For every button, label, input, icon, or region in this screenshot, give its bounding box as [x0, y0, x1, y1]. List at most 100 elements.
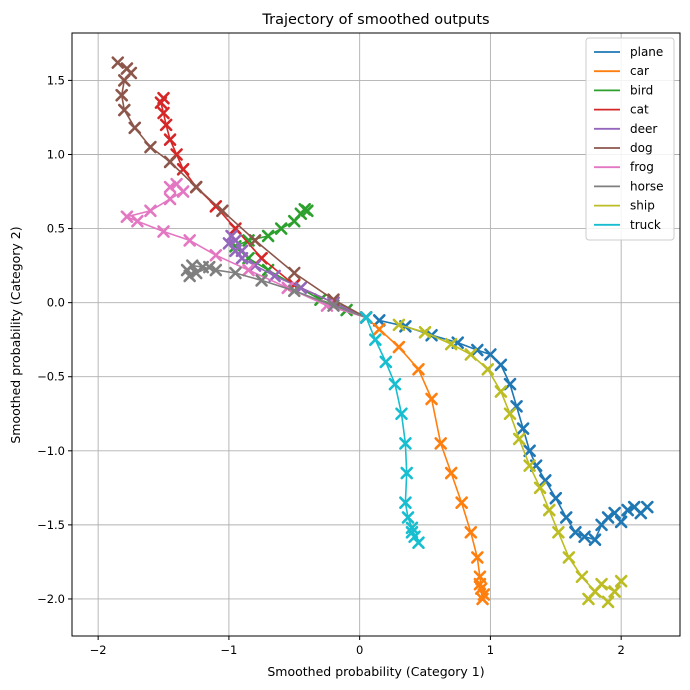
x-tick-label: −1 [220, 643, 237, 657]
data-point-bird [301, 204, 314, 218]
series-truck [359, 311, 425, 549]
data-point-cat [176, 163, 190, 176]
data-point-car [392, 340, 406, 354]
data-point-plane [523, 444, 536, 458]
legend-label-ship: ship [630, 199, 655, 213]
data-point-dog [163, 155, 177, 169]
data-point-ship [582, 592, 595, 606]
series-ship [392, 318, 628, 609]
legend-label-truck: truck [630, 218, 661, 232]
data-point-cat [163, 133, 177, 146]
legend-label-car: car [630, 64, 649, 78]
data-point-deer [229, 234, 242, 247]
data-point-cat [157, 91, 170, 105]
x-tick-label: 1 [487, 643, 494, 657]
data-point-dog [144, 140, 157, 154]
data-point-plane [372, 314, 386, 327]
legend-label-deer: deer [630, 122, 657, 136]
data-point-car [471, 551, 484, 564]
data-point-car [464, 525, 478, 539]
data-point-plane [608, 506, 621, 520]
x-axis-label: Smoothed probability (Category 1) [267, 664, 484, 679]
data-point-deer [248, 259, 262, 272]
legend: plane car bird cat deer dog frog horse ship truck [585, 37, 675, 241]
data-point-car [425, 392, 438, 406]
data-point-deer [235, 244, 249, 258]
data-point-frog [131, 214, 144, 228]
y-axis-label: Smoothed probability (Category 2) [8, 226, 23, 443]
legend-label-frog: frog [630, 160, 654, 174]
data-point-car [372, 323, 386, 336]
x-tick-label: 0 [356, 643, 363, 657]
grid [72, 33, 680, 636]
data-point-ship [614, 574, 628, 588]
data-point-truck [369, 333, 382, 346]
data-point-car [434, 437, 448, 450]
data-point-frog [163, 180, 177, 194]
data-point-car [455, 496, 468, 509]
data-point-horse [327, 299, 340, 312]
data-point-horse [202, 260, 216, 274]
data-point-frog [163, 192, 177, 206]
legend-label-plane: plane [630, 45, 663, 59]
data-point-truck [379, 355, 393, 369]
data-point-horse [183, 269, 196, 283]
series-layer [111, 56, 654, 609]
chart-title: Trajectory of smoothed outputs [261, 12, 489, 28]
y-tick-label: 0.0 [47, 296, 65, 310]
data-point-plane [484, 348, 497, 361]
data-point-ship [512, 432, 526, 446]
y-tick-label: 1.5 [47, 73, 65, 87]
data-point-plane [516, 422, 530, 435]
legend-label-dog: dog [630, 141, 653, 155]
data-point-dog [115, 88, 128, 102]
data-point-plane [578, 530, 591, 544]
data-point-truck [388, 377, 402, 391]
data-point-dog [111, 56, 125, 69]
data-point-ship [601, 595, 615, 609]
data-point-ship [392, 318, 406, 332]
data-point-plane [471, 343, 484, 357]
data-point-ship [562, 551, 576, 564]
data-point-plane [539, 474, 552, 487]
data-point-dog [216, 204, 229, 218]
data-point-frog [242, 263, 255, 277]
data-point-ship [464, 348, 478, 361]
data-point-ship [533, 481, 547, 495]
data-point-bird [274, 222, 288, 235]
legend-label-bird: bird [630, 83, 653, 97]
legend-label-horse: horse [630, 179, 664, 193]
data-point-ship [444, 337, 458, 351]
data-point-dog [248, 234, 262, 247]
data-point-horse [209, 263, 223, 277]
data-point-ship [552, 525, 565, 539]
data-point-truck [395, 407, 408, 421]
data-point-truck [359, 311, 373, 324]
x-tick-label: −2 [90, 643, 107, 657]
data-point-truck [412, 536, 425, 549]
y-tick-label: −1.0 [37, 444, 65, 458]
x-axis: −2 −1 0 1 2 [90, 636, 625, 657]
data-point-frog [120, 210, 134, 224]
data-point-car [473, 577, 487, 591]
x-tick-label: 2 [617, 643, 624, 657]
data-point-dog [287, 266, 301, 280]
data-point-car [412, 363, 425, 376]
data-point-horse [189, 266, 203, 280]
data-point-frog [157, 225, 170, 238]
data-point-truck [399, 437, 412, 450]
data-point-horse [255, 274, 268, 287]
data-point-ship [418, 325, 432, 339]
data-point-ship [542, 503, 556, 517]
data-point-ship [503, 407, 517, 421]
y-tick-label: 1.0 [47, 147, 65, 161]
data-point-dog [128, 121, 142, 135]
data-point-plane [549, 491, 563, 505]
data-point-ship [494, 385, 508, 398]
series-plane [372, 314, 654, 546]
y-tick-label: −0.5 [37, 370, 65, 384]
data-point-frog [183, 234, 196, 247]
y-tick-label: −2.0 [37, 592, 65, 606]
